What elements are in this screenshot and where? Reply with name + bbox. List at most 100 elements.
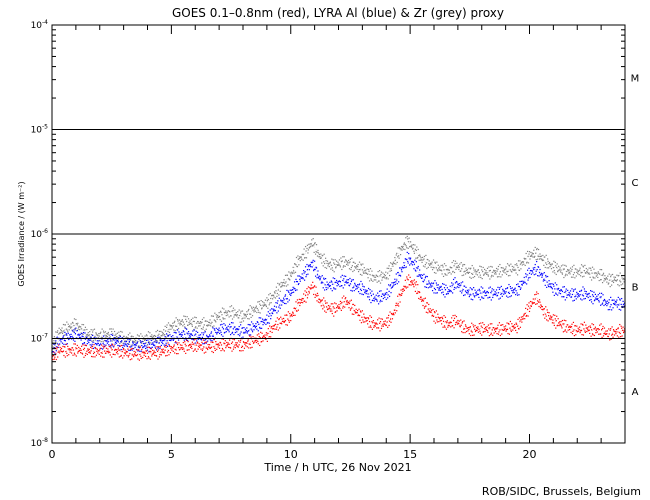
data-point (525, 276, 527, 278)
data-point (97, 337, 99, 339)
data-point (256, 321, 258, 323)
data-point (439, 318, 441, 320)
data-point (463, 285, 466, 287)
data-point (465, 269, 468, 271)
data-point (558, 265, 560, 267)
data-point (183, 323, 185, 325)
data-point (581, 323, 584, 325)
data-point (89, 352, 91, 354)
data-point (262, 324, 264, 326)
data-point (526, 308, 529, 310)
data-point (554, 314, 556, 316)
data-point (205, 338, 207, 340)
data-point (487, 275, 490, 277)
data-point (487, 331, 489, 333)
data-point (218, 343, 220, 345)
data-point (547, 320, 549, 322)
data-point (482, 287, 484, 289)
data-point (148, 357, 150, 359)
data-point (495, 273, 497, 275)
data-point (92, 341, 94, 343)
data-point (471, 331, 473, 333)
data-point (426, 302, 428, 304)
data-point (434, 312, 436, 314)
data-point (557, 318, 559, 320)
data-point (534, 263, 536, 266)
data-point (292, 288, 294, 291)
data-point (115, 333, 117, 335)
data-point (196, 322, 198, 324)
data-point (604, 333, 607, 335)
data-point (540, 274, 542, 276)
data-point (228, 346, 230, 348)
data-point (143, 343, 145, 345)
chart-title: GOES 0.1–0.8nm (red), LYRA Al (blue) & Z… (172, 6, 504, 20)
data-point (590, 269, 592, 271)
data-point (369, 268, 372, 270)
data-point (600, 304, 602, 306)
data-point (521, 321, 523, 323)
data-point (416, 292, 418, 294)
data-point (121, 340, 123, 342)
data-point (500, 293, 502, 295)
data-point (421, 298, 423, 300)
data-point (609, 285, 611, 288)
data-point (120, 348, 122, 351)
data-point (219, 310, 222, 312)
data-point (73, 331, 76, 333)
data-point (153, 338, 155, 340)
data-point (555, 293, 557, 295)
data-point (306, 247, 308, 250)
data-point (570, 326, 573, 328)
data-point (159, 339, 161, 341)
data-point (294, 289, 297, 292)
data-point (555, 320, 557, 322)
data-point (590, 279, 593, 281)
data-point (173, 321, 175, 324)
data-point (202, 334, 204, 336)
data-point (282, 281, 285, 284)
data-point (171, 327, 173, 329)
data-point (543, 264, 545, 266)
data-point (463, 271, 465, 273)
data-point (176, 342, 178, 344)
data-point (353, 309, 355, 312)
data-point (240, 321, 243, 323)
data-point (154, 346, 156, 348)
data-point (177, 327, 180, 330)
data-point (516, 292, 518, 294)
data-point (75, 347, 77, 349)
data-point (255, 305, 257, 307)
data-point (54, 344, 56, 346)
data-point (221, 347, 224, 350)
data-point (299, 256, 301, 258)
data-point (279, 322, 281, 325)
data-point (504, 292, 506, 295)
data-point (382, 293, 384, 295)
data-point (211, 326, 214, 328)
data-point (383, 294, 385, 296)
data-point (344, 281, 346, 284)
data-point (493, 332, 495, 334)
data-point (441, 270, 443, 272)
data-point (328, 262, 330, 264)
data-point (453, 286, 456, 289)
data-point (524, 282, 526, 284)
data-point (526, 261, 528, 263)
data-point (91, 355, 93, 358)
data-point (616, 299, 618, 301)
data-point (392, 285, 394, 287)
data-point (196, 340, 198, 342)
data-point (593, 268, 595, 270)
data-point (412, 247, 414, 249)
data-point (281, 318, 283, 320)
data-point (332, 303, 334, 305)
data-point (69, 351, 71, 353)
data-point (447, 268, 449, 270)
data-point (509, 327, 511, 329)
data-point (400, 245, 403, 248)
data-point (71, 336, 73, 338)
data-point (507, 275, 510, 277)
data-point (481, 296, 483, 298)
data-point (224, 318, 226, 320)
